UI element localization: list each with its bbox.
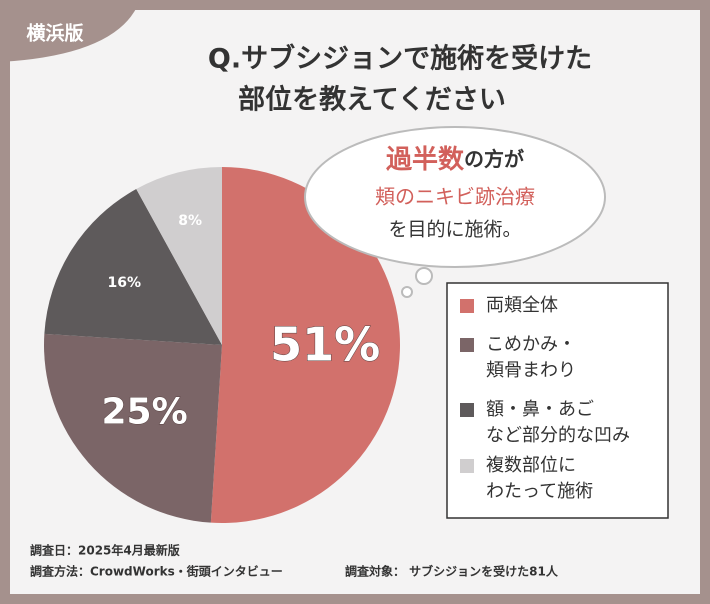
legend-label: 額・鼻・あごなど部分的な凹み [486,399,630,446]
title: 部位を教えてください [238,84,506,116]
annotation: 過半数の方が [386,145,524,175]
footer-note: 調査方法：CrowdWorks・街頭インタビュー [30,564,283,579]
legend-swatch [460,459,474,473]
value-label: 8% [178,213,202,229]
legend-swatch [460,338,474,352]
legend-swatch [460,403,474,417]
badge-bg [0,0,140,62]
legend-swatch [460,299,474,313]
annotation-text: の方が [464,147,524,171]
pie-slice [44,333,223,523]
value-label: 25% [101,391,187,432]
annotation-emphasis: 頬のニキビ跡治療 [375,185,535,209]
annotation-text: を目的に施術。 [388,219,521,241]
thought-bubble [304,126,606,298]
value-label: 16% [108,275,142,291]
value-label: 51% [270,318,380,372]
footer-note: 調査対象： サブシジョンを受けた81人 [345,564,559,579]
pie-slice [136,167,222,345]
legend-label: こめかみ・頬骨まわり [486,334,576,381]
legend-label: 両頬全体 [486,295,558,316]
pie-slice [44,189,222,345]
badge: 横浜版 [26,22,83,45]
pie-slice [210,167,401,523]
footer-note: 調査日：2025年4月最新版 [30,543,180,558]
legend-label: 複数部位にわたって施術 [486,455,593,502]
annotation-emphasis: 過半数 [386,145,465,175]
title: Q.サブシジョンで施術を受けた [208,43,592,75]
legend [446,282,669,519]
